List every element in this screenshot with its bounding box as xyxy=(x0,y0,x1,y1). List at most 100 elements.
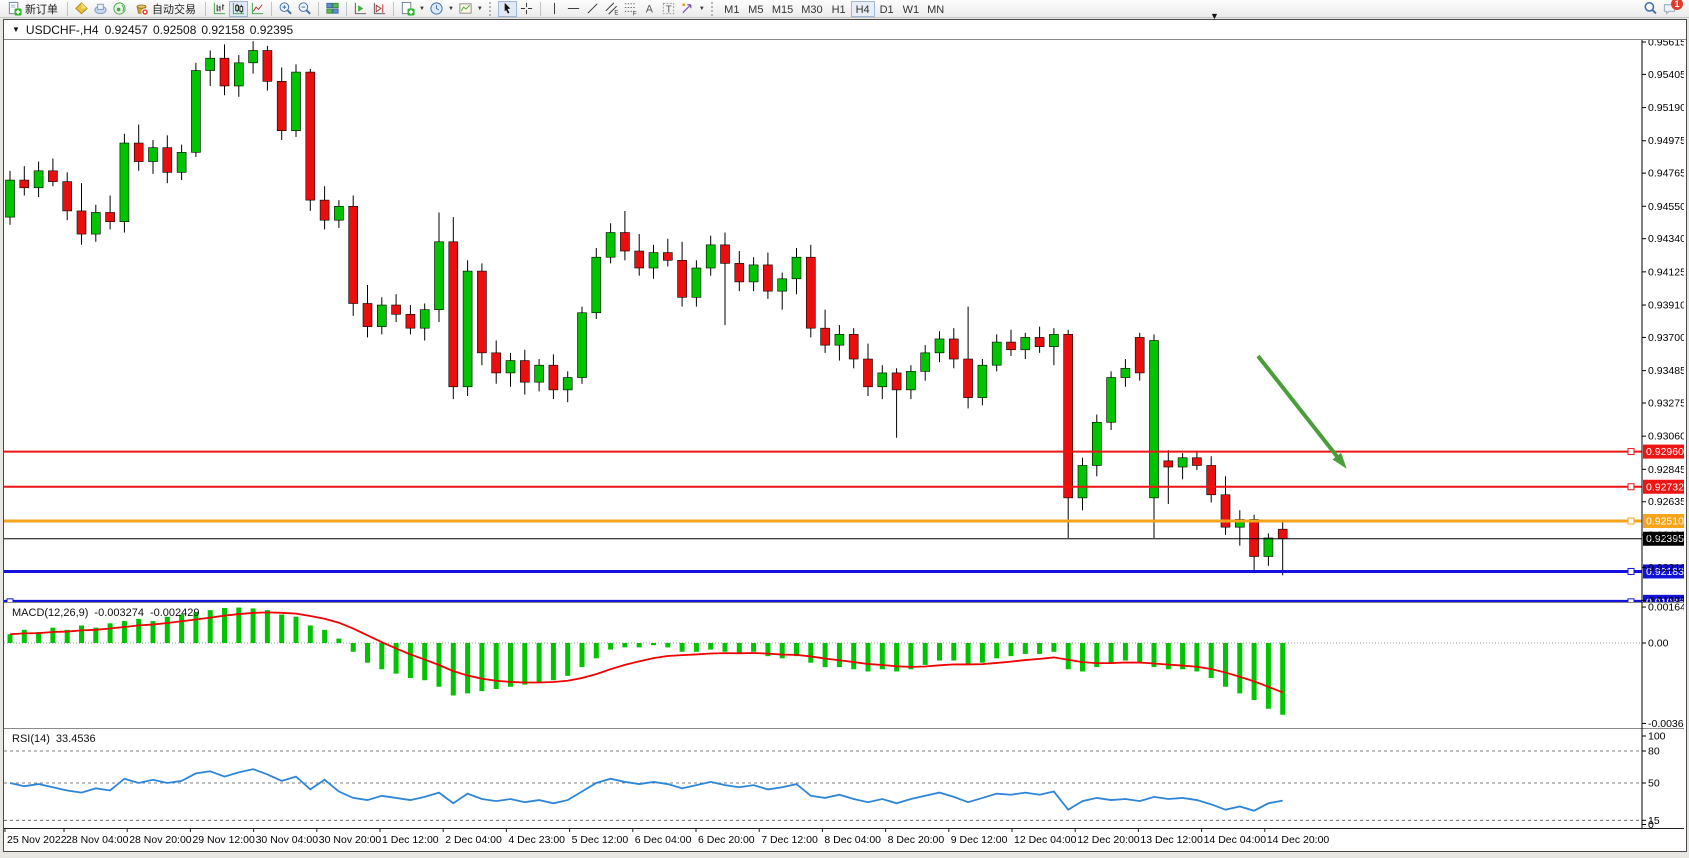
data-window-icon xyxy=(93,1,108,16)
macd-pane[interactable]: 0.001642 0.00 -0.003674 xyxy=(4,602,1684,728)
svg-text:-0.003674: -0.003674 xyxy=(1648,718,1684,728)
horizontal-line-button[interactable] xyxy=(564,1,583,17)
toolbar-separator xyxy=(318,1,319,16)
zoom-in-button[interactable] xyxy=(276,1,295,17)
svg-text:50: 50 xyxy=(1648,778,1660,790)
zoom-in-icon xyxy=(278,1,293,16)
timeframe-button-H4[interactable]: H4 xyxy=(850,0,875,17)
chevron-down-icon: ▼ xyxy=(698,5,705,12)
timeframe-button-M1[interactable]: M1 xyxy=(724,3,740,16)
vertical-line-button[interactable] xyxy=(545,1,564,17)
trendline-button[interactable] xyxy=(583,1,602,17)
toolbar-separator xyxy=(67,1,68,16)
price-axis[interactable]: 0.95615 0.95405 0.95190 0.94975 0.94765 0.945… xyxy=(1641,40,1684,602)
rsi-pane[interactable]: 80 50 15 100 0 xyxy=(4,728,1684,828)
timeframe-button-W1[interactable]: W1 xyxy=(902,3,920,16)
zoom-out-button[interactable] xyxy=(295,1,314,17)
new-chart-icon xyxy=(400,1,415,16)
bar-chart-button[interactable] xyxy=(210,1,229,17)
toolbar-separator xyxy=(488,1,494,16)
high-value: 0.92508 xyxy=(152,22,197,37)
timeframe-button-M30[interactable]: M30 xyxy=(801,3,823,16)
rsi-levels xyxy=(4,750,1642,821)
svg-text:0.93275: 0.93275 xyxy=(1648,397,1684,409)
candlestick-chart-button[interactable] xyxy=(229,0,248,17)
horizontal-level-lines[interactable]: 0.92960 0.92732 0.92510 0.92395 0.92183 0.919… xyxy=(4,444,1684,602)
macd-main-value: -0.003274 xyxy=(94,607,144,619)
cursor-icon xyxy=(500,1,515,16)
chart-window[interactable]: ▼ USDCHF-,H4 0.92457 0.92508 0.92158 0.9… xyxy=(3,19,1687,852)
macd-indicator-label: MACD(12,26,9) -0.003274 -0.002429 xyxy=(12,607,200,619)
equidistant-channel-button[interactable]: E xyxy=(602,1,621,17)
rsi-axis[interactable]: 80 50 15 100 0 xyxy=(1641,728,1666,828)
svg-text:0.93910: 0.93910 xyxy=(1648,300,1684,312)
arrows-tool-button[interactable]: ▼ xyxy=(678,1,707,17)
svg-text:5 Dec 12:00: 5 Dec 12:00 xyxy=(572,834,629,846)
line-chart-icon xyxy=(250,1,265,16)
strategy-tester-button[interactable] xyxy=(110,1,129,17)
rsi-name: RSI(14) xyxy=(12,733,50,745)
new-order-icon xyxy=(7,1,22,16)
trend-arrow[interactable] xyxy=(1256,354,1347,469)
text-label-button[interactable]: T xyxy=(659,1,678,17)
line-chart-button[interactable] xyxy=(248,1,267,17)
auto-scroll-button[interactable] xyxy=(351,1,370,17)
chart-shift-button[interactable] xyxy=(370,1,389,17)
profiles-button[interactable]: ▼ xyxy=(427,1,456,17)
text-icon: A xyxy=(642,1,657,16)
chevron-down-icon: ▼ xyxy=(476,5,483,12)
svg-text:0.94125: 0.94125 xyxy=(1648,266,1684,278)
timeframe-button-H1[interactable]: H1 xyxy=(831,3,846,16)
svg-text:0.93700: 0.93700 xyxy=(1648,332,1684,344)
search-button[interactable] xyxy=(1641,1,1660,17)
time-axis-labels: 25 Nov 2022 28 Nov 04:00 28 Nov 20:00 29 No… xyxy=(4,828,1329,846)
time-axis[interactable]: 25 Nov 2022 28 Nov 04:00 28 Nov 20:00 29 No… xyxy=(4,828,1684,851)
new-order-button[interactable]: 新订单 xyxy=(2,1,63,17)
fibonacci-icon: F xyxy=(623,1,638,16)
timeframe-button-M5[interactable]: M5 xyxy=(748,3,764,16)
svg-text:0.92420: 0.92420 xyxy=(1648,529,1684,541)
chart-menu-chevron[interactable]: ▼ xyxy=(12,25,20,34)
timeframe-button-MN[interactable]: MN xyxy=(927,3,945,16)
data-window-button[interactable] xyxy=(91,1,110,17)
market-watch-button[interactable] xyxy=(72,1,91,17)
notifications-button[interactable]: 1 xyxy=(1660,0,1683,17)
svg-text:0.00: 0.00 xyxy=(1648,638,1669,650)
auto-trading-label: 自动交易 xyxy=(152,3,196,16)
price-chart-pane[interactable]: 0.92960 0.92732 0.92510 0.92395 0.92183 0.919… xyxy=(4,40,1684,602)
auto-trading-button[interactable]: 自动交易 xyxy=(129,1,201,17)
chart-shift-marker[interactable]: ▼ xyxy=(1210,11,1219,21)
text-button[interactable]: A xyxy=(640,1,659,17)
toolbar-separator xyxy=(205,1,206,16)
svg-text:1 Dec 12:00: 1 Dec 12:00 xyxy=(382,834,439,846)
new-order-label: 新订单 xyxy=(25,3,58,16)
svg-text:0.92395: 0.92395 xyxy=(1646,533,1684,545)
svg-text:0.001642: 0.001642 xyxy=(1648,602,1684,614)
macd-axis[interactable]: 0.001642 0.00 -0.003674 xyxy=(1641,602,1684,728)
svg-text:6 Dec 04:00: 6 Dec 04:00 xyxy=(635,834,692,846)
svg-text:2 Dec 04:00: 2 Dec 04:00 xyxy=(445,834,502,846)
chevron-down-icon: ▼ xyxy=(447,5,454,12)
svg-text:A: A xyxy=(646,4,654,16)
svg-text:6 Dec 20:00: 6 Dec 20:00 xyxy=(698,834,755,846)
svg-text:0.95615: 0.95615 xyxy=(1648,40,1684,49)
cursor-button[interactable] xyxy=(497,0,517,17)
svg-text:0.92960: 0.92960 xyxy=(1646,446,1684,458)
chevron-down-icon: ▼ xyxy=(419,5,425,12)
timeframe-button-D1[interactable]: D1 xyxy=(879,3,894,16)
fibonacci-button[interactable]: F xyxy=(621,1,640,17)
svg-text:15: 15 xyxy=(1648,815,1660,827)
crosshair-button[interactable] xyxy=(517,1,536,17)
candlestick-chart-icon xyxy=(231,1,246,16)
svg-text:0.91986: 0.91986 xyxy=(1646,596,1684,602)
macd-name: MACD(12,26,9) xyxy=(12,607,89,619)
clock-icon xyxy=(429,1,444,16)
tile-windows-button[interactable] xyxy=(323,1,342,17)
vertical-line-icon xyxy=(547,1,562,16)
svg-text:0.91995: 0.91995 xyxy=(1648,595,1684,602)
timeframe-button-M15[interactable]: M15 xyxy=(771,3,794,16)
macd-histogram xyxy=(7,607,1286,715)
new-chart-button[interactable]: ▼ xyxy=(398,1,427,17)
templates-button[interactable]: ▼ xyxy=(456,1,485,17)
svg-text:0.93485: 0.93485 xyxy=(1648,365,1684,377)
